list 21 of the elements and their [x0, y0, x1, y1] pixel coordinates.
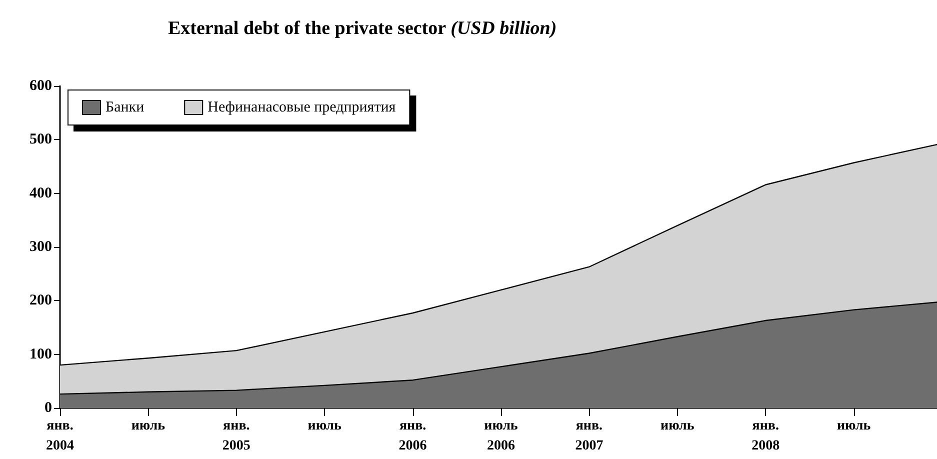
- y-tick-label: 100: [30, 346, 52, 362]
- x-tick-label: янв. 2005: [222, 418, 250, 454]
- y-tick-label: 600: [30, 78, 52, 94]
- y-tick-label: 0: [44, 400, 52, 416]
- y-tick-label: 300: [30, 239, 52, 255]
- x-tick-label: июль: [131, 418, 166, 434]
- x-tick-label: янв. 2007: [575, 418, 604, 454]
- x-tick-label: янв. 2008: [752, 418, 780, 454]
- legend-label: Нефинанасовые предприятия: [208, 100, 396, 116]
- y-tick-label: 500: [30, 132, 52, 148]
- x-tick-label: июль: [836, 418, 872, 434]
- legend-label: Банки: [106, 100, 144, 116]
- y-tick-label: 400: [30, 185, 52, 202]
- chart-subtitle: (USD billion): [450, 18, 557, 39]
- y-tick-label: 200: [30, 292, 52, 309]
- x-tick-label: янв. 2006: [398, 418, 427, 454]
- x-tick-label: янв. 2004: [46, 418, 74, 454]
- x-tick-label: июль: [660, 418, 695, 434]
- x-tick-label: июль: [308, 418, 342, 434]
- x-tick-label: июль 2006: [484, 418, 518, 454]
- chart-title: External debt of the private sector: [168, 18, 447, 39]
